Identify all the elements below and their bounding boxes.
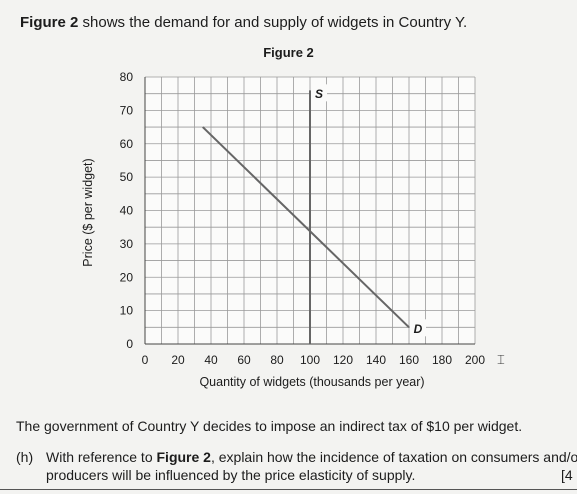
intro-figure-ref: Figure 2	[20, 14, 79, 31]
demand-supply-chart: 0 10 20 30 40 50 60 70 80 0 20 40 60 80 100 120 140 160 18…	[81, 70, 485, 389]
x-tick-label: 0	[142, 353, 149, 367]
y-tick-label: 10	[120, 304, 134, 318]
demand-curve	[202, 126, 410, 329]
question-figure-ref: Figure 2	[156, 449, 211, 465]
x-tick-label: 100	[300, 353, 320, 367]
x-axis-label: Quantity of widgets (thousands per year)	[199, 375, 424, 389]
y-tick-label: 40	[120, 204, 134, 218]
text-cursor-icon: ⌶	[497, 352, 505, 367]
question-line-1: With reference to Figure 2, explain how …	[46, 449, 577, 465]
x-tick-label: 160	[399, 353, 419, 367]
y-tick-label: 80	[120, 70, 134, 84]
demand-curve-label-box	[410, 319, 426, 337]
x-tick-label: 200	[465, 353, 485, 367]
x-tick-label: 140	[366, 353, 386, 367]
question-intro: The government of Country Y decides to i…	[16, 418, 523, 434]
question-line1-suffix: , explain how the incidence of taxation …	[210, 449, 577, 465]
x-tick-label: 40	[204, 353, 218, 367]
y-tick-label: 50	[120, 170, 134, 184]
intro-body: shows the demand for and supply of widge…	[78, 14, 468, 31]
question-part-label: (h)	[16, 449, 34, 465]
supply-curve-label: S	[315, 87, 323, 101]
marks-label: [4	[561, 467, 573, 483]
x-tick-label: 60	[237, 353, 251, 367]
intro-text: Figure 2 shows the demand for and supply…	[20, 14, 467, 31]
y-tick-label: 60	[120, 137, 134, 151]
supply-curve-label-box	[311, 84, 327, 102]
y-tick-label: 70	[120, 103, 134, 117]
demand-curve-label: D	[414, 322, 423, 336]
y-axis-label: Price ($ per widget)	[81, 158, 95, 266]
y-tick-label: 20	[120, 270, 134, 284]
chart-title: Figure 2	[263, 45, 314, 60]
question-line-2: producers will be influenced by the pric…	[46, 467, 416, 483]
y-tick-label: 0	[126, 337, 133, 351]
x-tick-label: 20	[171, 353, 185, 367]
bottom-divider	[0, 489, 577, 490]
y-tick-label: 30	[120, 237, 134, 251]
x-tick-label: 120	[333, 353, 353, 367]
question-line1-prefix: With reference to	[46, 449, 157, 465]
x-tick-label: 180	[432, 353, 452, 367]
x-tick-label: 80	[270, 353, 284, 367]
